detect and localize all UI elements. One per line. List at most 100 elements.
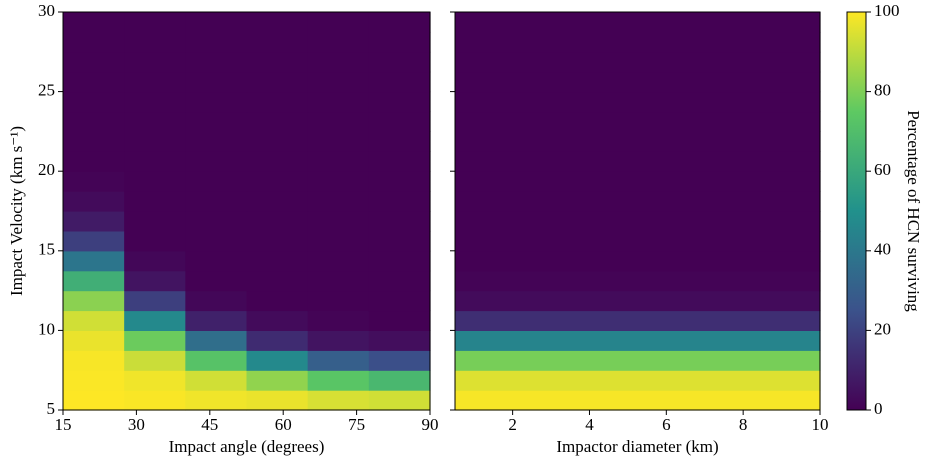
heatmap-cell <box>124 111 186 132</box>
heatmap-cell <box>246 230 309 252</box>
heatmap-cell <box>307 12 370 33</box>
colorbar <box>846 11 867 411</box>
heatmap-cell <box>368 51 431 73</box>
x-tick-label: 90 <box>422 415 439 434</box>
heatmap-cell <box>124 31 186 53</box>
heatmap-cell <box>63 191 125 212</box>
heatmap-cell <box>124 71 186 93</box>
heatmap-cell <box>455 12 821 33</box>
heatmap-cell <box>246 330 309 351</box>
heatmap-cell <box>63 330 125 351</box>
heatmap-cell <box>455 171 821 192</box>
heatmap-cell <box>307 91 370 113</box>
heatmap-cell <box>63 71 125 93</box>
heatmap-cell <box>307 230 370 252</box>
y-tick-label: 30 <box>38 1 55 20</box>
heatmap-cell <box>63 31 125 53</box>
heatmap-cell <box>124 191 186 212</box>
y-tick-label: 25 <box>38 81 55 100</box>
heatmap-cell <box>307 350 370 371</box>
heatmap-cell <box>124 230 186 252</box>
heatmap-cell <box>246 250 309 272</box>
heatmap-cell <box>307 71 370 93</box>
heatmap-cell <box>124 151 186 172</box>
heatmap-cell <box>185 390 248 411</box>
heatmap-cell <box>124 390 186 411</box>
heatmap-cell <box>307 370 370 391</box>
heatmap-cell <box>455 51 821 73</box>
heatmap-cell <box>185 230 248 252</box>
x-axis-label: Impactor diameter (km) <box>556 437 718 456</box>
heatmap-cell <box>368 31 431 53</box>
heatmap-cell <box>455 390 821 411</box>
x-axis-label: Impact angle (degrees) <box>169 437 325 456</box>
heatmap-cell <box>63 290 125 312</box>
heatmap-cell <box>307 211 370 232</box>
heatmap-cell <box>368 171 431 192</box>
heatmap-cell <box>455 370 821 391</box>
x-tick-label: 6 <box>662 415 671 434</box>
heatmap-cell <box>455 270 821 292</box>
heatmap-cell <box>124 270 186 292</box>
heatmap-cell <box>124 250 186 272</box>
heatmap-cell <box>185 31 248 53</box>
y-tick-label: 15 <box>38 240 55 259</box>
heatmap-cell <box>368 250 431 272</box>
heatmap-cell <box>368 370 431 391</box>
heatmap-cell <box>246 12 309 33</box>
y-tick-label: 10 <box>38 319 55 338</box>
x-tick-label: 15 <box>55 415 72 434</box>
heatmap-cell <box>124 91 186 113</box>
heatmap-cell <box>368 350 431 371</box>
heatmap-cell <box>455 31 821 53</box>
colorbar-tick-label: 80 <box>874 81 891 100</box>
heatmap-cell <box>124 51 186 73</box>
heatmap-cell <box>455 151 821 172</box>
heatmap-cell <box>455 230 821 252</box>
heatmap-cell <box>185 171 248 192</box>
heatmap-cell <box>455 131 821 152</box>
heatmap-cell <box>63 131 125 152</box>
heatmap-cell <box>185 330 248 351</box>
heatmap-cell <box>185 71 248 93</box>
heatmap-cell <box>455 191 821 212</box>
heatmap-cell <box>63 250 125 272</box>
heatmap-cell <box>246 211 309 232</box>
x-tick-label: 45 <box>201 415 218 434</box>
heatmap-cell <box>307 31 370 53</box>
heatmap-cell <box>455 310 821 331</box>
heatmap-cell <box>455 91 821 113</box>
x-tick-label: 8 <box>739 415 748 434</box>
heatmap-cell <box>124 290 186 312</box>
heatmap-cell <box>63 310 125 331</box>
heatmap-cell <box>124 310 186 331</box>
heatmap-cell <box>368 111 431 132</box>
heatmap-cell <box>185 91 248 113</box>
heatmap-cell <box>124 370 186 391</box>
heatmap-cell <box>185 131 248 152</box>
x-tick-label: 30 <box>128 415 145 434</box>
heatmap-cell <box>124 211 186 232</box>
heatmap-cell <box>368 230 431 252</box>
heatmap-cell <box>307 111 370 132</box>
x-tick-label: 60 <box>275 415 292 434</box>
heatmap-cell <box>368 390 431 411</box>
heatmap-cell <box>307 310 370 331</box>
heatmap-cell <box>246 370 309 391</box>
heatmap-cell <box>307 250 370 272</box>
heatmap-cell <box>63 211 125 232</box>
heatmap-cell <box>455 330 821 351</box>
x-tick-label: 4 <box>585 415 594 434</box>
colorbar-tick-label: 0 <box>874 399 883 418</box>
y-tick-label: 5 <box>47 399 56 418</box>
heatmap-cell <box>185 211 248 232</box>
heatmap-cell <box>185 111 248 132</box>
heatmap-cell <box>307 51 370 73</box>
heatmap-cell <box>124 171 186 192</box>
colorbar-tick-label: 40 <box>874 240 891 259</box>
heatmap-cell <box>455 350 821 371</box>
heatmap-cell <box>63 230 125 252</box>
colorbar-label: Percentage of HCN surviving <box>904 110 923 312</box>
heatmap-cell <box>63 91 125 113</box>
heatmap-cell <box>307 330 370 351</box>
